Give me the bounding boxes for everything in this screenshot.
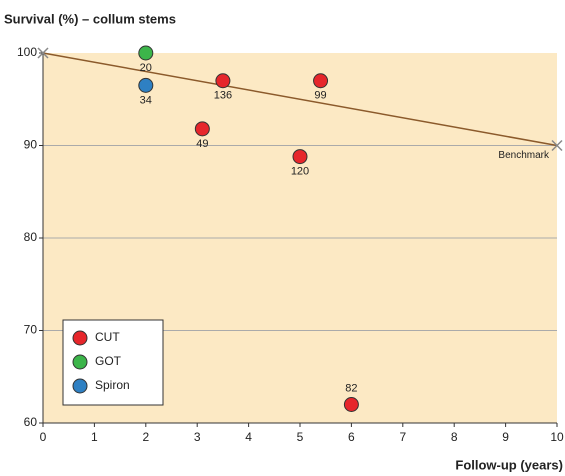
- point-n-label: 20: [140, 62, 152, 74]
- point-n-label: 136: [214, 90, 232, 102]
- x-tick-label: 3: [194, 430, 201, 444]
- legend-label: CUT: [95, 330, 120, 344]
- x-tick-label: 1: [91, 430, 98, 444]
- x-tick-label: 6: [348, 430, 355, 444]
- x-tick-label: 4: [245, 430, 252, 444]
- x-tick-label: 9: [502, 430, 509, 444]
- x-tick-label: 2: [142, 430, 149, 444]
- point-n-label: 120: [291, 166, 309, 178]
- y-tick-label: 90: [24, 138, 38, 152]
- chart-title: Survival (%) – collum stems: [4, 11, 176, 26]
- point: [138, 77, 154, 93]
- x-tick-label: 10: [550, 430, 564, 444]
- x-axis-label: Follow-up (years): [455, 457, 563, 472]
- x-tick-label: 0: [40, 430, 47, 444]
- y-tick-label: 100: [17, 45, 37, 59]
- legend-swatch: [72, 378, 88, 394]
- benchmark-marker: [37, 47, 49, 59]
- point: [215, 73, 231, 89]
- benchmark-label: Benchmark: [498, 150, 550, 161]
- legend-swatch: [72, 354, 88, 370]
- point: [292, 149, 308, 165]
- benchmark-marker: [551, 139, 563, 152]
- x-tick-label: 5: [297, 430, 304, 444]
- legend-label: Spiron: [95, 378, 130, 392]
- point: [194, 121, 210, 137]
- point: [313, 73, 329, 89]
- x-tick-label: 8: [451, 430, 458, 444]
- point-n-label: 82: [345, 382, 357, 394]
- point: [343, 397, 359, 412]
- y-tick-label: 70: [24, 323, 38, 337]
- point-n-label: 99: [314, 90, 326, 102]
- y-tick-label: 60: [24, 415, 38, 429]
- point-n-label: 34: [140, 94, 152, 106]
- benchmark-line: [42, 52, 558, 147]
- point: [138, 45, 154, 61]
- x-tick-label: 7: [399, 430, 406, 444]
- legend-swatch: [72, 330, 88, 346]
- y-tick-label: 80: [24, 230, 38, 244]
- legend-label: GOT: [95, 354, 122, 368]
- point-n-label: 49: [196, 138, 208, 150]
